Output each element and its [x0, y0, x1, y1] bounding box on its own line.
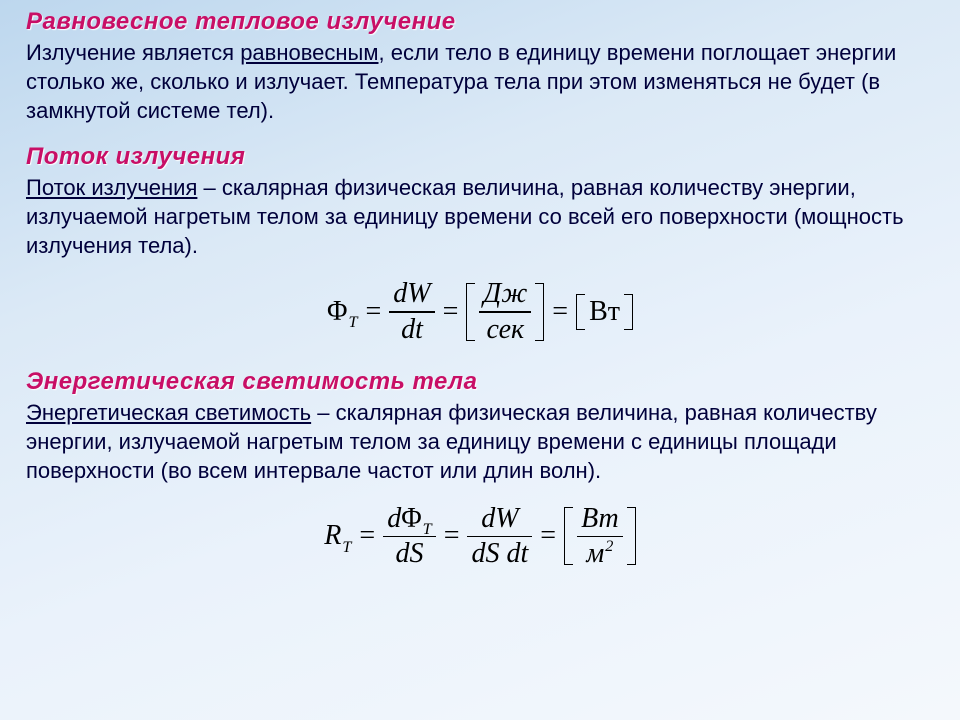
flux-unit-frac: Дж сек [479, 280, 531, 343]
fraction-bar-icon [479, 311, 531, 312]
lum-frac2-den: dS dt [467, 540, 532, 568]
lum-frac1-den: dS [391, 540, 427, 568]
formula-luminosity: RT = dΦT dS = dW dS dt = [26, 499, 934, 574]
section-flux: Поток излучения Поток излучения – скаляр… [26, 143, 934, 349]
bracket-left-icon [576, 294, 585, 330]
section1-title: Равновесное тепловое излучение [26, 8, 934, 36]
lum-frac1-num: dΦT [383, 505, 436, 533]
flux-unit-bracket-2: Вт [576, 292, 633, 332]
lum-unit-bracket: Вт м2 [564, 499, 636, 574]
equals-4: = [359, 522, 375, 550]
bracket-left-icon [564, 507, 573, 565]
equals-5: = [444, 522, 460, 550]
section1-text-underlined: равновесным [240, 40, 378, 65]
d-prefix: d [387, 503, 401, 534]
flux-unit-num: Дж [479, 280, 531, 308]
bracket-right-icon [535, 283, 544, 341]
equals-3: = [552, 298, 568, 326]
flux-frac-num: dW [389, 280, 434, 308]
phi-symbol-2: Φ [401, 503, 421, 534]
lum-unit-den: м2 [582, 540, 617, 568]
bracket-right-icon [627, 507, 636, 565]
bracket-right-icon [624, 294, 633, 330]
R-subscript: T [342, 538, 351, 556]
meter-exponent: 2 [605, 537, 613, 555]
section2-title: Поток излучения [26, 143, 934, 171]
lum-frac2-num: dW [477, 505, 522, 533]
lum-unit-frac: Вт м2 [577, 505, 623, 568]
phi-symbol: Φ [327, 296, 347, 327]
flux-frac-den: dt [397, 316, 427, 344]
lum-unit-num: Вт [577, 505, 623, 533]
formula-flux: ΦT = dW dt = Дж сек [26, 274, 934, 349]
phi-subscript: T [348, 313, 357, 331]
section-luminosity: Энергетическая светимость тела Энергетич… [26, 368, 934, 574]
fraction-bar-icon [577, 536, 623, 537]
flux-frac-dW-dt: dW dt [389, 280, 434, 343]
section3-text-underlined: Энергетическая светимость [26, 400, 311, 425]
section3-paragraph: Энергетическая светимость – скалярная фи… [26, 398, 934, 485]
section1-paragraph: Излучение является равновесным, если тел… [26, 38, 934, 125]
section2-text-underlined: Поток излучения [26, 175, 197, 200]
bracket-left-icon [466, 283, 475, 341]
flux-unit-bracket-1: Дж сек [466, 274, 544, 349]
fraction-bar-icon [467, 536, 532, 537]
equals-1: = [366, 298, 382, 326]
lum-lhs: RT [324, 522, 351, 550]
flux-unit-den: сек [483, 316, 529, 344]
section2-paragraph: Поток излучения – скалярная физическая в… [26, 173, 934, 260]
section3-title: Энергетическая светимость тела [26, 368, 934, 396]
section1-text-pre: Излучение является [26, 40, 240, 65]
phi-subscript-2: T [423, 520, 432, 538]
fraction-bar-icon [389, 311, 434, 312]
section-equilibrium: Равновесное тепловое излучение Излучение… [26, 8, 934, 125]
R-symbol: R [324, 520, 341, 551]
lum-frac-2: dW dS dt [467, 505, 532, 568]
flux-lhs: ΦT [327, 298, 358, 326]
equals-2: = [443, 298, 459, 326]
lum-frac-1: dΦT dS [383, 505, 436, 568]
equals-6: = [540, 522, 556, 550]
meter-base: м [586, 538, 604, 569]
flux-unit-simple: Вт [585, 292, 624, 332]
